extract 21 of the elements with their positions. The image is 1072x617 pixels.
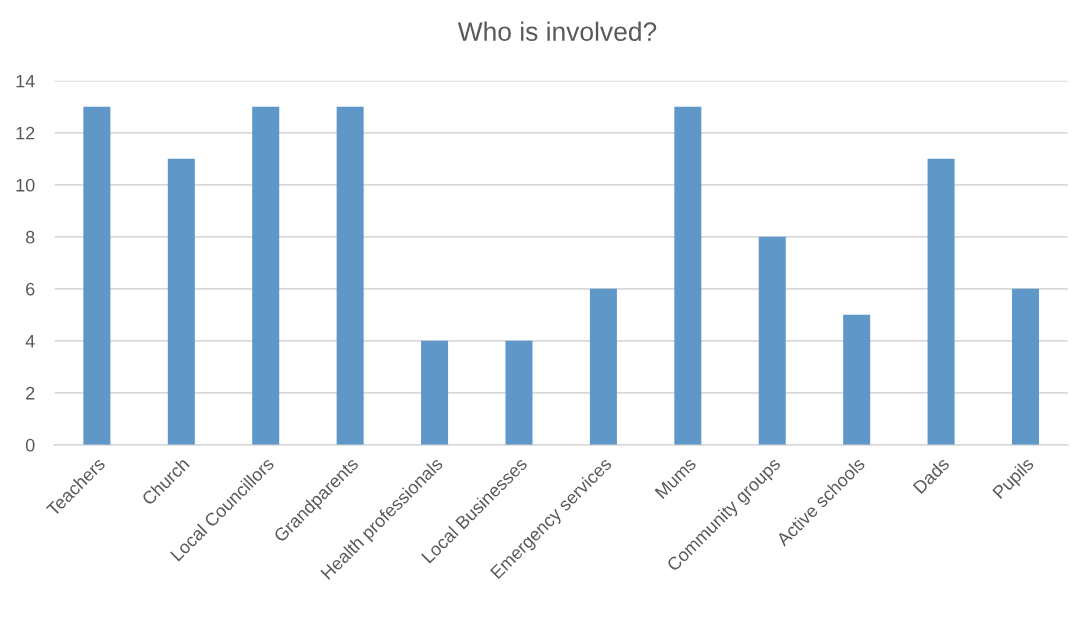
y-tick-label: 2 <box>26 386 35 400</box>
bar <box>252 106 280 445</box>
bar <box>758 236 786 445</box>
y-tick-label: 8 <box>25 230 35 244</box>
bar <box>927 158 955 445</box>
bar <box>589 288 617 445</box>
chart-title: Who is involved? <box>457 21 657 41</box>
bar <box>83 106 111 445</box>
y-tick-label: 14 <box>16 74 35 88</box>
bar <box>167 158 195 445</box>
bar <box>421 340 449 445</box>
bar <box>674 106 702 445</box>
bar <box>843 314 871 445</box>
y-tick-label: 6 <box>26 282 35 296</box>
y-tick-label: 0 <box>25 438 35 452</box>
y-tick-label: 4 <box>25 334 35 348</box>
bar <box>505 340 533 445</box>
bar <box>336 106 364 445</box>
y-tick-label: 10 <box>16 178 35 192</box>
bar <box>1011 288 1040 445</box>
y-tick-label: 12 <box>16 126 35 140</box>
